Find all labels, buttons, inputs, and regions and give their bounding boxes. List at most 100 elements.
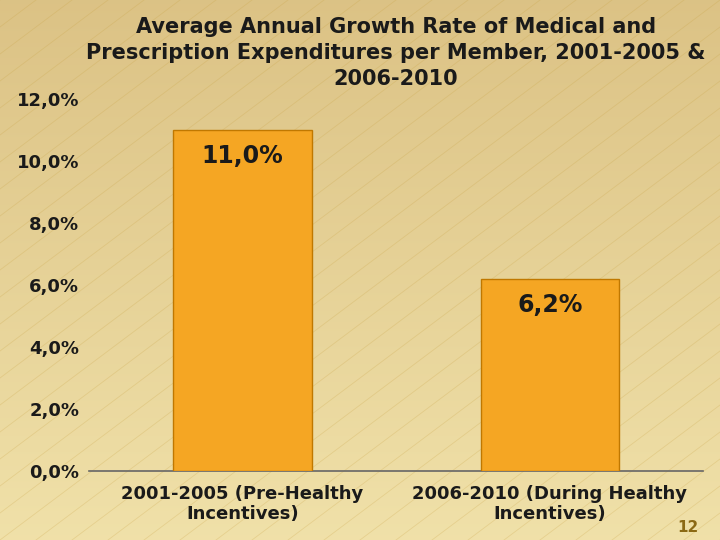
Bar [0,454,720,455]
Bar [0,151,720,153]
Bar [0,120,720,123]
Bar [0,65,720,66]
Bar [0,164,720,166]
Bar [0,140,720,142]
Bar [0,255,720,258]
Bar [0,23,720,25]
Bar [0,520,720,522]
Bar [0,225,720,227]
Bar [0,362,720,363]
Bar [0,417,720,420]
Bar [0,482,720,484]
Bar [0,504,720,506]
Bar [0,49,720,50]
Bar [0,83,720,85]
Bar [0,150,720,151]
Text: 6,2%: 6,2% [517,293,582,317]
Bar [0,459,720,461]
Bar [0,329,720,331]
Bar [0,112,720,113]
Bar [0,447,720,448]
Bar [0,434,720,436]
Bar [0,315,720,317]
Bar [0,11,720,12]
Bar [0,211,720,212]
Bar [0,139,720,140]
Bar [0,228,720,231]
Bar [0,56,720,58]
Bar [0,173,720,174]
Bar [0,479,720,481]
Bar [0,101,720,103]
Bar [0,43,720,45]
Bar [0,468,720,470]
Bar [0,463,720,464]
Bar [0,88,720,90]
Bar [0,90,720,92]
Bar [0,427,720,428]
Bar [0,254,720,255]
Bar [0,167,720,169]
Bar [0,32,720,34]
Bar [0,398,720,400]
Bar [0,261,720,263]
Bar [0,209,720,211]
Bar [0,70,720,72]
Bar [0,299,720,301]
Bar [0,501,720,502]
Bar [0,85,720,86]
Bar [0,158,720,160]
Bar [0,502,720,504]
Bar [0,400,720,401]
Bar [0,376,720,378]
Bar [0,99,720,101]
Bar [0,282,720,285]
Bar [0,340,720,342]
Bar [0,475,720,477]
Bar [0,286,720,288]
Bar [0,234,720,236]
Bar [0,448,720,450]
Bar [0,25,720,27]
Bar [0,308,720,309]
Bar [0,274,720,275]
Bar [0,194,720,196]
Bar [0,110,720,112]
Bar [0,497,720,498]
Bar [0,288,720,290]
Bar [0,2,720,4]
Bar [0,508,720,509]
Bar [0,484,720,486]
Bar [0,414,720,416]
Bar [0,437,720,439]
Bar [0,452,720,454]
Bar [0,490,720,491]
Bar [0,239,720,241]
Bar [0,252,720,254]
Bar [0,336,720,339]
Bar [0,160,720,162]
Bar [0,387,720,389]
Bar [0,182,720,184]
Bar [0,432,720,434]
Bar [0,363,720,366]
Bar [0,108,720,110]
Bar [0,412,720,414]
Bar [0,351,720,353]
Bar [0,275,720,277]
Bar [0,243,720,245]
Bar [0,423,720,425]
Bar [0,74,720,76]
Bar [0,0,720,2]
Bar [0,259,720,261]
Bar [0,227,720,228]
Bar [0,29,720,31]
Bar [0,356,720,358]
Bar [0,93,720,96]
Bar [0,374,720,376]
Bar [0,373,720,374]
Bar [0,36,720,38]
Bar [0,9,720,11]
Bar [0,220,720,221]
Bar [0,104,720,106]
